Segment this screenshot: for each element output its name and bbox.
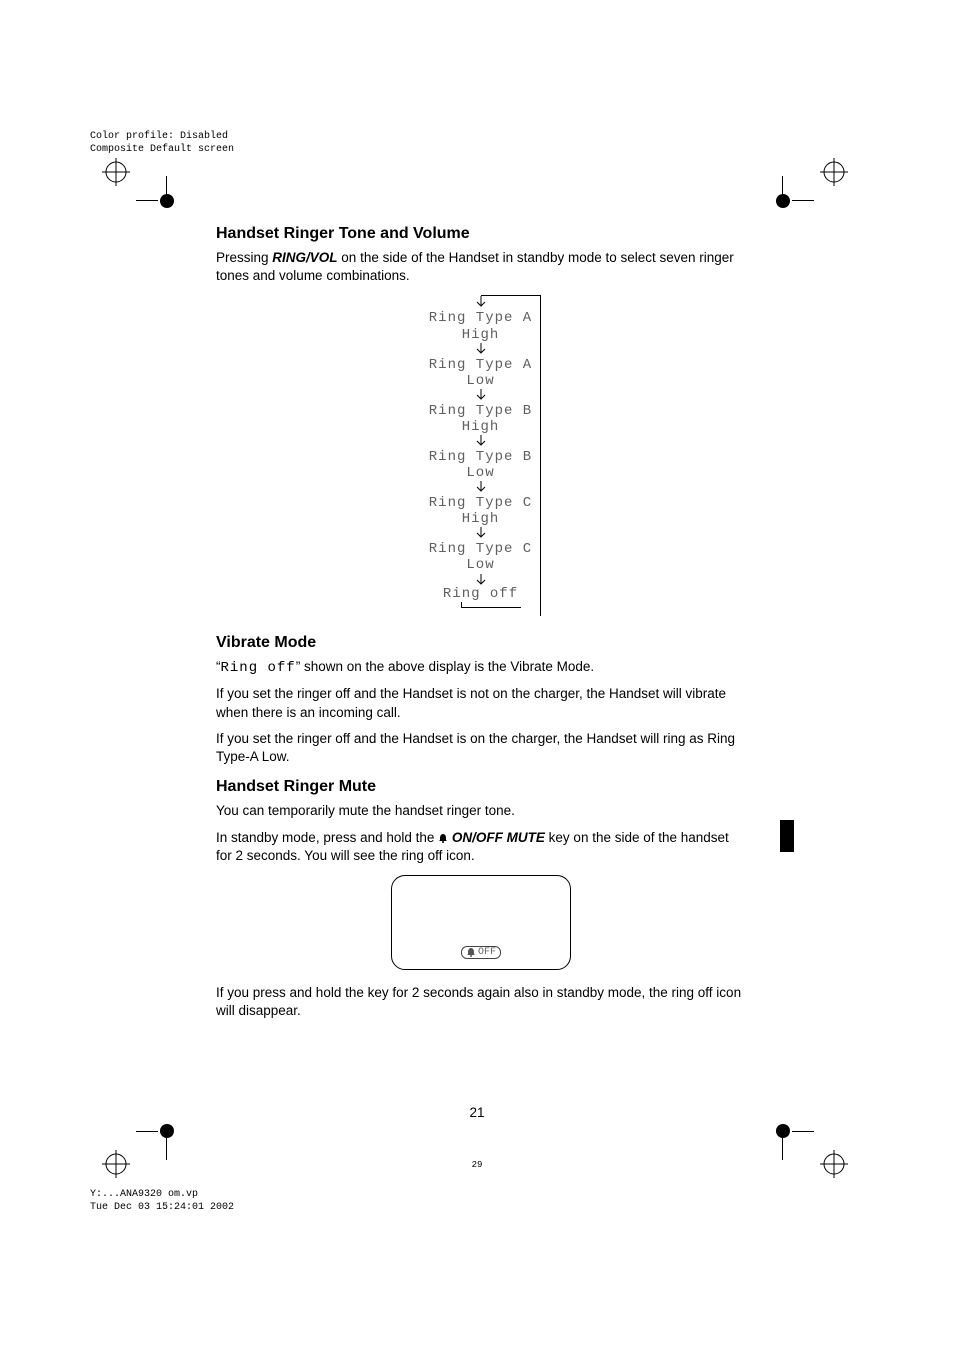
paragraph: You can temporarily mute the handset rin… [216, 802, 746, 820]
arrow-down-icon [476, 435, 486, 447]
ring-item: Ring Type C Low [421, 541, 540, 573]
ring-item-line1: Ring Type C [421, 541, 540, 557]
print-meta-bottom: Y:...ANA9320 om.vp Tue Dec 03 15:24:01 2… [90, 1188, 234, 1214]
text: Pressing [216, 250, 272, 265]
ring-item: Ring Type A High [421, 310, 540, 342]
meta-line: Composite Default screen [90, 143, 234, 156]
register-mark-icon [820, 158, 848, 186]
crop-dot-icon [160, 194, 174, 208]
meta-line: Color profile: Disabled [90, 130, 234, 143]
ring-item-line1: Ring Type C [421, 495, 540, 511]
text: In standby mode, press and hold the [216, 830, 438, 845]
ring-item-line2: High [421, 419, 540, 435]
paragraph: If you set the ringer off and the Handse… [216, 685, 746, 721]
sheet-number: 29 [0, 1160, 954, 1170]
diagram-border [461, 602, 521, 608]
lcd-display: OFF [391, 875, 571, 970]
lcd-off-text: OFF [478, 947, 496, 958]
paragraph: If you set the ringer off and the Handse… [216, 730, 746, 766]
bold-text: RING/VOL [272, 250, 337, 265]
mono-text: Ring off [221, 660, 296, 676]
heading-ringer-mute: Handset Ringer Mute [216, 778, 746, 796]
side-tab-marker [780, 820, 794, 852]
crop-dot-icon [776, 1124, 790, 1138]
heading-vibrate-mode: Vibrate Mode [216, 634, 746, 652]
crop-line [792, 1131, 814, 1132]
heading-ringer-tone: Handset Ringer Tone and Volume [216, 225, 746, 243]
ring-off-badge: OFF [461, 946, 501, 959]
text: ” shown on the above display is the Vibr… [296, 659, 594, 674]
ring-item-line1: Ring Type B [421, 449, 540, 465]
crop-line [166, 176, 167, 198]
paragraph: “Ring off” shown on the above display is… [216, 658, 746, 678]
ring-item-line2: Low [421, 465, 540, 481]
bell-icon [466, 947, 476, 957]
arrow-down-icon [476, 389, 486, 401]
ring-off-label: Ring off [421, 586, 540, 602]
crop-line [136, 1131, 158, 1132]
ring-item-line1: Ring Type B [421, 403, 540, 419]
print-meta-top: Color profile: Disabled Composite Defaul… [90, 130, 234, 156]
page-number: 21 [0, 1105, 954, 1120]
crop-line [792, 200, 814, 201]
arrow-down-icon [476, 527, 486, 539]
paragraph: Pressing RING/VOL on the side of the Han… [216, 249, 746, 285]
meta-line: Tue Dec 03 15:24:01 2002 [90, 1201, 234, 1214]
ring-item-line1: Ring Type A [421, 357, 540, 373]
register-mark-icon [102, 158, 130, 186]
ring-item-line2: Low [421, 373, 540, 389]
crop-dot-icon [160, 1124, 174, 1138]
ring-tone-diagram: Ring Type A High Ring Type A Low Ring Ty… [421, 295, 541, 615]
crop-line [782, 1138, 783, 1160]
ring-item: Ring Type B High [421, 403, 540, 435]
crop-line [136, 200, 158, 201]
crop-dot-icon [776, 194, 790, 208]
ring-item: Ring Type C High [421, 495, 540, 527]
diagram-box: Ring Type A High Ring Type A Low Ring Ty… [421, 296, 541, 615]
print-sheet: Color profile: Disabled Composite Defaul… [0, 0, 954, 1351]
ring-item-line2: High [421, 327, 540, 343]
meta-line: Y:...ANA9320 om.vp [90, 1188, 234, 1201]
ring-item: Ring Type B Low [421, 449, 540, 481]
arrow-down-icon [476, 481, 486, 493]
arrow-down-icon [476, 343, 486, 355]
arrow-down-icon [476, 296, 486, 308]
ring-item-line1: Ring Type A [421, 310, 540, 326]
crop-line [782, 176, 783, 198]
bell-icon [438, 830, 448, 845]
paragraph: In standby mode, press and hold the ON/O… [216, 829, 746, 865]
paragraph: If you press and hold the key for 2 seco… [216, 984, 746, 1020]
ring-item-line2: Low [421, 557, 540, 573]
bold-text: ON/OFF MUTE [452, 830, 545, 845]
document-content: Handset Ringer Tone and Volume Pressing … [216, 225, 746, 1028]
ring-item-line2: High [421, 511, 540, 527]
arrow-down-icon [476, 574, 486, 586]
crop-line [166, 1138, 167, 1160]
ring-item: Ring Type A Low [421, 357, 540, 389]
